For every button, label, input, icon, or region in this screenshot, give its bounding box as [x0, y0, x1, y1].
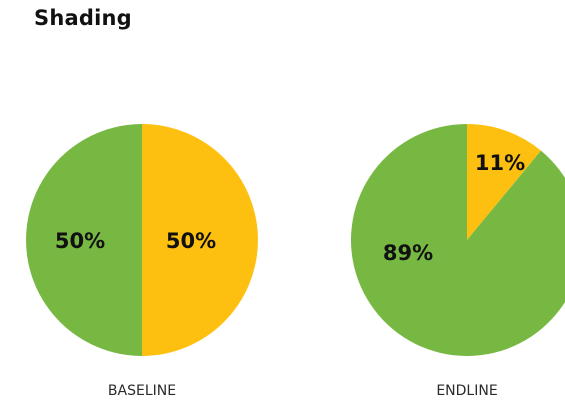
pie-slice	[467, 124, 541, 240]
pie-slice	[351, 124, 565, 356]
slice-data-label: 11%	[475, 151, 525, 175]
pie-chart-endline: 11% 89% ENDLINE	[351, 124, 565, 399]
slice-data-label: 50%	[55, 229, 105, 253]
pie-chart-baseline: 50% 50% BASELINE	[26, 124, 258, 399]
pie-category-label: BASELINE	[108, 383, 176, 399]
page-title: Shading	[34, 6, 132, 30]
pie-category-label: ENDLINE	[436, 383, 497, 399]
slice-data-label: 50%	[166, 229, 216, 253]
pie-slice	[142, 124, 258, 356]
pie-slice	[26, 124, 143, 356]
slice-data-label: 89%	[383, 241, 433, 265]
